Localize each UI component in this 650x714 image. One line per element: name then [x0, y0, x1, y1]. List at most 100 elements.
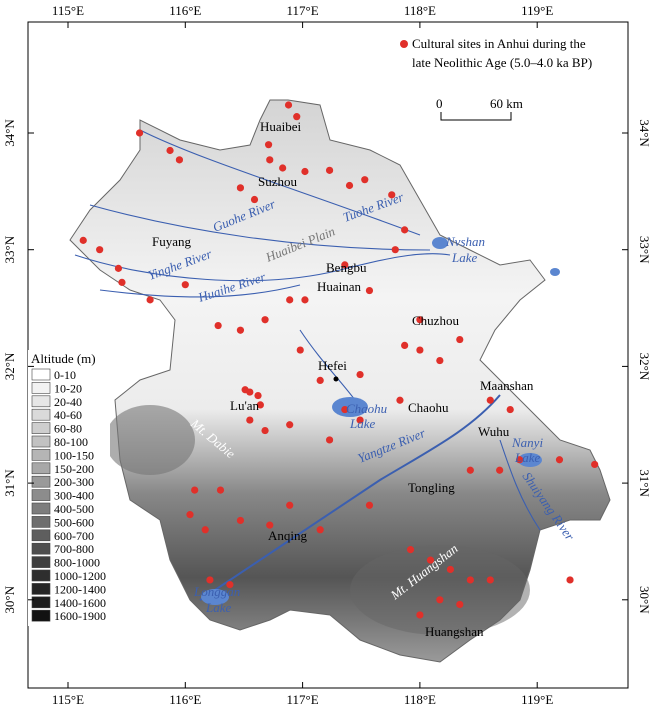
site	[261, 426, 269, 435]
legend-label: 700-800	[54, 542, 94, 556]
legend-label: 600-700	[54, 529, 94, 543]
legend-label: 10-20	[54, 381, 82, 395]
x-tick-label: 116°E	[169, 692, 201, 707]
y-tick-label: 33°N	[2, 235, 17, 263]
site	[341, 261, 349, 269]
site	[96, 246, 104, 254]
site	[446, 565, 454, 574]
river	[74, 253, 451, 282]
site	[266, 156, 274, 164]
y-tick-label: 31°N	[2, 469, 17, 497]
lake	[201, 589, 229, 605]
y-tick-label: 33°N	[637, 236, 650, 264]
legend-label: 1200-1400	[54, 582, 106, 596]
legend-swatch	[31, 542, 51, 555]
site	[256, 401, 264, 409]
legend-swatch	[31, 583, 51, 595]
x-tick-label: 119°E	[521, 3, 553, 18]
site	[345, 181, 354, 190]
x-tick-label: 118°E	[404, 692, 436, 707]
legend-swatch	[31, 609, 51, 622]
site	[591, 460, 599, 469]
water-label: Nvshan	[445, 234, 485, 249]
lake	[518, 453, 542, 467]
city-label: Huangshan	[425, 624, 484, 639]
site	[496, 466, 504, 474]
legend-label: 500-600	[54, 515, 94, 529]
site	[216, 486, 225, 494]
y-tick-label: 31°N	[637, 469, 650, 497]
legend-swatch	[31, 435, 51, 448]
site	[146, 296, 154, 304]
x-tick-label: 117°E	[287, 3, 319, 18]
site	[254, 391, 262, 400]
site	[246, 388, 254, 396]
site	[264, 141, 273, 149]
city-label: Maanshan	[480, 378, 534, 393]
site	[293, 113, 301, 121]
site	[416, 611, 424, 619]
legend-label: 0-10	[54, 368, 76, 382]
site	[236, 184, 245, 192]
water-label: Nanyi	[511, 435, 543, 450]
site	[236, 516, 245, 525]
site	[566, 576, 574, 584]
capital-marker	[333, 376, 339, 382]
water-label: Lake	[349, 416, 376, 431]
site	[206, 576, 214, 584]
legend-label: 40-60	[54, 408, 82, 422]
legend-label: 80-100	[54, 435, 88, 449]
site-legend: Cultural sites in Anhui during the late …	[400, 36, 592, 121]
graticule: 115°E 115°E 116°E 116°E 117°E 117°E 118°E 118°E…	[2, 3, 650, 707]
site	[135, 129, 144, 137]
legend-title: Altitude (m)	[31, 351, 96, 366]
site	[279, 164, 287, 172]
x-tick-label: 115°E	[52, 3, 84, 18]
lake	[332, 397, 368, 417]
legend-label: 60-80	[54, 422, 82, 436]
legend-text: late Neolithic Age (5.0–4.0 ka BP)	[412, 55, 592, 70]
legend-swatch	[31, 475, 51, 488]
city-label: Hefei	[318, 358, 347, 373]
site	[401, 226, 409, 234]
legend-label: 200-300	[54, 475, 94, 489]
legend-label: 800-1000	[54, 556, 100, 570]
site	[286, 296, 294, 304]
site	[226, 581, 234, 589]
city-label: Lu'an	[230, 398, 260, 413]
site	[284, 101, 293, 109]
rivers	[74, 129, 541, 601]
city-label: Chuzhou	[412, 313, 459, 328]
city-label: Huainan	[317, 279, 362, 294]
city-labels: Huaibei Suzhou Fuyang Bengbu Huainan Chu…	[152, 119, 534, 639]
site	[316, 376, 324, 385]
x-tick-label: 116°E	[169, 3, 201, 18]
site	[486, 396, 494, 404]
site	[406, 546, 415, 554]
legend-label: 1400-1600	[54, 596, 106, 610]
city-label: Fuyang	[152, 234, 192, 249]
y-tick-label: 34°N	[2, 119, 17, 147]
y-tick-label: 34°N	[637, 119, 650, 147]
site	[118, 278, 126, 286]
city-label: Anqing	[268, 528, 308, 543]
site	[325, 166, 334, 174]
site	[365, 286, 374, 295]
site	[191, 486, 199, 494]
site	[426, 556, 435, 564]
legend-label: 20-40	[54, 395, 82, 409]
site	[356, 370, 364, 379]
legend-text: Cultural sites in Anhui during the	[412, 36, 586, 51]
site	[391, 246, 399, 254]
site	[316, 526, 324, 534]
city-label: Wuhu	[478, 424, 510, 439]
city-label: Tongling	[408, 480, 455, 495]
city-label: Huaibei	[260, 119, 302, 134]
altitude-legend: Altitude (m) 0-1010-2020-4040-6060-8080-…	[28, 350, 110, 626]
legend-label: 300-400	[54, 489, 94, 503]
site	[466, 466, 474, 474]
site	[466, 576, 474, 584]
city-label: Bengbu	[326, 260, 367, 275]
site	[361, 176, 369, 184]
site	[286, 501, 294, 509]
